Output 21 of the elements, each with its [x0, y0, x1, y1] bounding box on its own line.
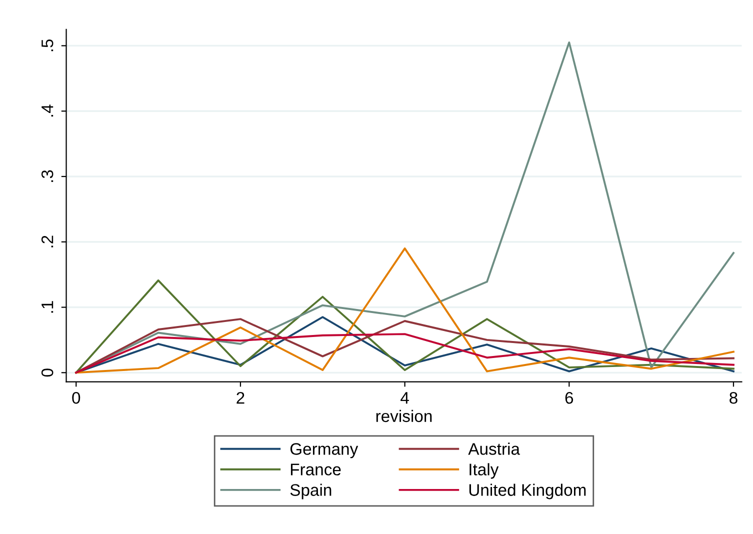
y-tick-label: .2 — [41, 236, 54, 248]
line-series — [75, 279, 734, 374]
legend-label: France — [290, 464, 341, 476]
line-series — [75, 333, 734, 374]
x-tick-label: 6 — [565, 392, 574, 404]
x-tick-label: 0 — [72, 392, 80, 404]
y-tick-label: .5 — [42, 39, 54, 52]
y-tick-label: .1 — [42, 301, 54, 313]
x-tick-label: 2 — [236, 392, 244, 404]
y-tick-label: .4 — [42, 104, 54, 117]
legend-label: Austria — [468, 442, 520, 455]
legend-label: Germany — [290, 443, 358, 458]
legend-label: Spain — [290, 484, 332, 500]
x-axis-title: revision — [376, 410, 432, 422]
legend-label: United Kingdom — [469, 484, 586, 500]
legend-label: Italy — [470, 463, 499, 479]
line-series — [75, 247, 734, 374]
y-tick-label: 0 — [41, 368, 54, 377]
x-tick-label: 4 — [400, 392, 409, 404]
y-tick-label: .3 — [41, 170, 54, 182]
x-tick-label: 8 — [730, 392, 738, 404]
